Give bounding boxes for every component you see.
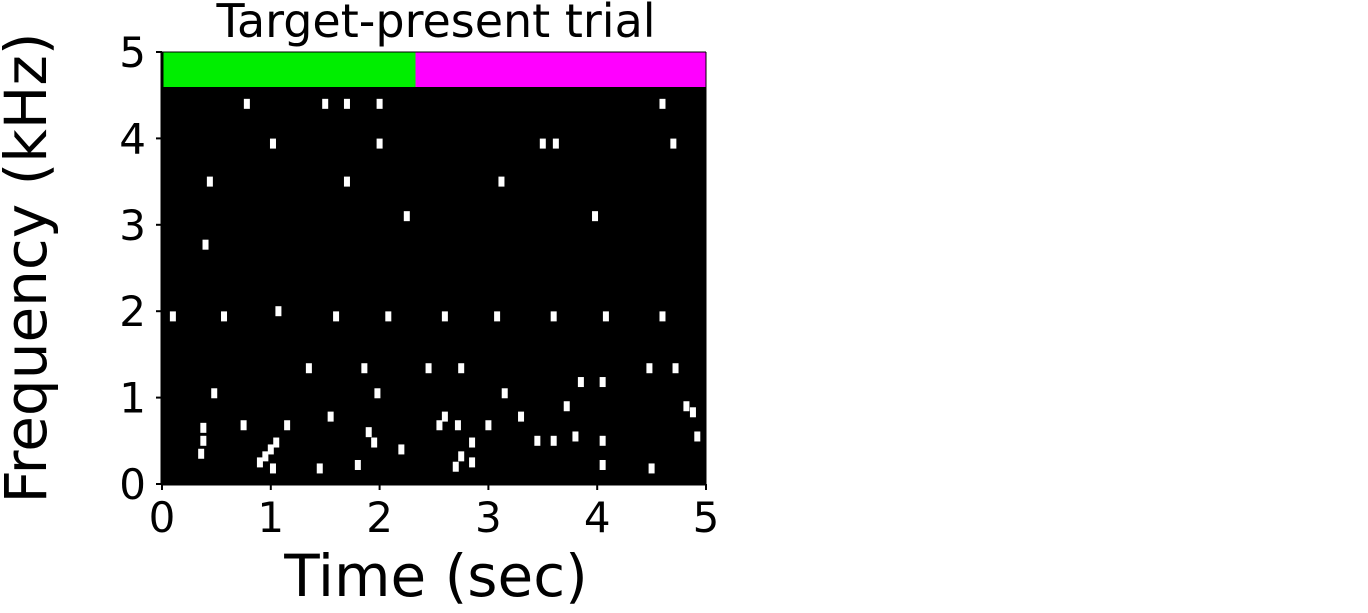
tone-marker	[599, 435, 606, 446]
tone-markers	[169, 98, 701, 474]
tone-marker	[200, 435, 207, 446]
y-tick-label: 3	[119, 201, 146, 250]
tone-marker	[563, 401, 570, 412]
tone-marker	[441, 411, 448, 422]
tone-marker	[602, 311, 609, 322]
tone-marker	[365, 427, 372, 438]
tone-marker	[221, 311, 228, 322]
tone-marker	[385, 311, 392, 322]
condition-bar	[162, 52, 706, 87]
tone-marker	[398, 444, 405, 455]
tone-marker	[458, 451, 465, 462]
tone-marker	[269, 138, 276, 149]
tone-marker	[534, 435, 541, 446]
x-tick-label: 5	[693, 493, 720, 542]
tone-marker	[333, 311, 340, 322]
axes	[160, 51, 707, 486]
tone-marker	[305, 363, 312, 374]
y-axis-label: Frequency (kHz)	[0, 33, 60, 504]
tone-marker	[577, 377, 584, 388]
tone-marker	[659, 98, 666, 109]
tone-marker	[646, 363, 653, 374]
tone-marker	[206, 176, 213, 187]
tone-marker	[403, 211, 410, 222]
x-tick-label: 4	[584, 493, 611, 542]
tone-marker	[269, 463, 276, 474]
y-tick-label: 4	[119, 114, 146, 163]
tone-marker	[452, 461, 459, 472]
y-tick-label: 1	[119, 374, 146, 423]
tone-marker	[469, 457, 476, 468]
tone-marker	[659, 311, 666, 322]
tone-marker	[240, 420, 247, 431]
x-tick-label: 1	[257, 493, 284, 542]
tone-marker	[441, 311, 448, 322]
tone-marker	[211, 388, 218, 399]
tone-marker	[572, 431, 579, 442]
tone-marker	[670, 138, 677, 149]
tone-marker	[200, 422, 207, 433]
tone-marker	[343, 98, 350, 109]
tone-marker	[376, 138, 383, 149]
tone-marker	[552, 138, 559, 149]
tone-marker	[256, 457, 263, 468]
tone-marker	[243, 98, 250, 109]
tone-marker	[485, 420, 492, 431]
tone-marker	[284, 420, 291, 431]
tone-marker	[599, 459, 606, 470]
tone-marker	[599, 377, 606, 388]
tone-marker	[202, 239, 209, 250]
tone-marker	[550, 435, 557, 446]
tone-marker	[275, 306, 282, 317]
tone-marker	[689, 407, 696, 418]
y-tick-label: 5	[119, 28, 146, 77]
tone-marker	[436, 420, 443, 431]
tone-marker	[494, 311, 501, 322]
tone-marker	[648, 463, 655, 474]
condition-segment-2	[415, 52, 706, 87]
tone-marker	[550, 311, 557, 322]
tone-marker	[672, 363, 679, 374]
tone-marker	[469, 437, 476, 448]
tone-marker	[376, 98, 383, 109]
tone-marker	[327, 411, 334, 422]
plot-area	[162, 52, 706, 484]
tone-marker	[198, 448, 205, 459]
tone-marker	[371, 437, 378, 448]
tone-marker	[539, 138, 546, 149]
tone-marker	[518, 411, 525, 422]
tone-marker	[454, 420, 461, 431]
chart-title: Target-present trial	[215, 0, 655, 48]
tone-marker	[316, 463, 323, 474]
tone-marker	[592, 211, 599, 222]
tone-marker	[458, 363, 465, 374]
tone-marker	[425, 363, 432, 374]
y-tick-label: 0	[119, 460, 146, 509]
x-tick-label: 0	[149, 493, 176, 542]
y-tick-label: 2	[119, 287, 146, 336]
tone-marker	[501, 388, 508, 399]
tone-marker	[374, 388, 381, 399]
tick-labels: 0 1 2 3 4 5 0 1 2 3 4 5	[119, 28, 719, 542]
tone-marker	[267, 444, 274, 455]
tone-marker	[262, 451, 269, 462]
tone-marker	[169, 311, 176, 322]
x-tick-label: 2	[366, 493, 393, 542]
tone-marker	[322, 98, 329, 109]
tone-marker	[694, 431, 701, 442]
tone-marker	[343, 176, 350, 187]
tone-marker	[361, 363, 368, 374]
x-axis-label: Time (sec)	[283, 542, 587, 610]
tone-marker	[273, 437, 280, 448]
x-tick-label: 3	[475, 493, 502, 542]
tone-marker	[354, 459, 361, 470]
tone-marker	[498, 176, 505, 187]
tone-marker	[683, 401, 690, 412]
condition-segment-1	[162, 52, 416, 87]
